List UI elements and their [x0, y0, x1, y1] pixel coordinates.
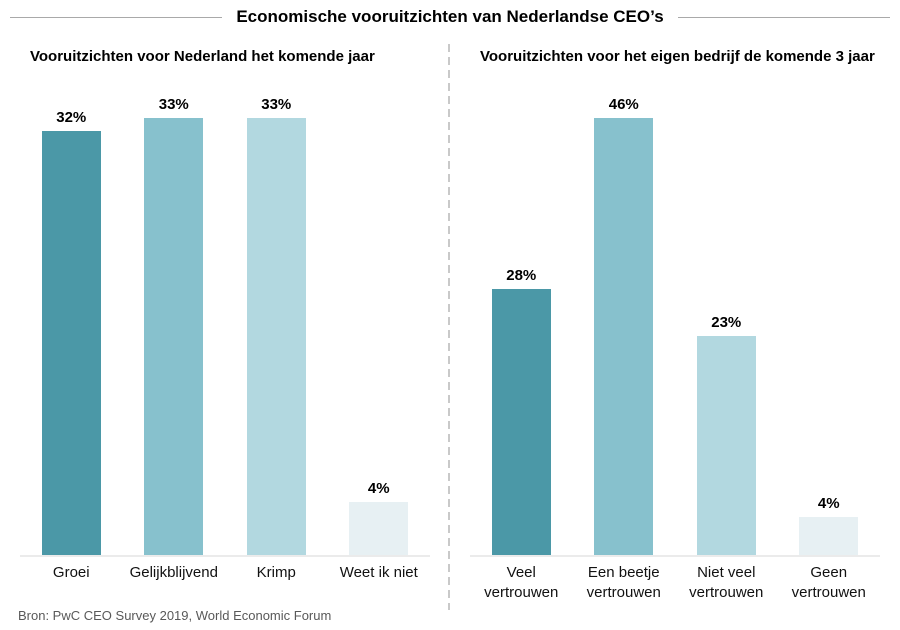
bar-plot: 28% 46% 23% 4% — [470, 70, 880, 557]
bar-group: 32% — [20, 109, 123, 555]
bar — [144, 118, 204, 555]
chart-title: Vooruitzichten voor Nederland het komend… — [30, 48, 375, 65]
category-label: Veel vertrouwen — [484, 564, 559, 601]
category-label: Gelijkblijvend — [129, 564, 218, 581]
bar-value-label: 46% — [608, 96, 639, 113]
category-label: Geen vertrouwen — [791, 564, 866, 601]
bar-plot: 32% 33% 33% 4% — [20, 70, 430, 557]
bar-group: 33% — [225, 96, 328, 555]
chart-panel-own-company: Vooruitzichten voor het eigen bedrijf de… — [450, 36, 900, 605]
bar-group: 4% — [328, 480, 431, 555]
bar-value-label: 4% — [817, 495, 840, 512]
bar — [799, 517, 859, 555]
bar — [246, 118, 306, 555]
bar-value-label: 33% — [261, 96, 292, 113]
chart-title: Vooruitzichten voor het eigen bedrijf de… — [480, 48, 875, 65]
bar-value-label: 28% — [506, 267, 537, 284]
category-axis: Veel vertrouwen Een beetje vertrouwen Niet… — [470, 557, 880, 605]
bar-group: 33% — [123, 96, 226, 555]
chart-panel-netherlands: Vooruitzichten voor Nederland het komend… — [0, 36, 450, 605]
bar-group: 23% — [675, 314, 778, 555]
bar — [349, 502, 409, 555]
bar-group: 28% — [470, 267, 573, 555]
bar-group: 4% — [778, 495, 881, 555]
header-rule-right — [677, 16, 891, 18]
source-note: Bron: PwC CEO Survey 2019, World Economi… — [18, 608, 332, 623]
bar-value-label: 33% — [158, 96, 189, 113]
bar-value-label: 23% — [711, 314, 742, 331]
header-rule-left — [10, 16, 223, 18]
category-axis: Groei Gelijkblijvend Krimp Weet ik niet — [20, 557, 430, 605]
figure-title: Economische vooruitzichten van Nederland… — [236, 7, 664, 26]
bar — [594, 118, 654, 555]
bar-value-label: 32% — [56, 109, 87, 126]
panel-divider-dashed-line — [448, 44, 450, 610]
category-label: Een beetje vertrouwen — [586, 564, 661, 601]
charts-row: Vooruitzichten voor Nederland het komend… — [0, 36, 900, 605]
bar-group: 46% — [573, 96, 676, 555]
bar — [41, 131, 101, 555]
category-label: Weet ik niet — [339, 564, 418, 581]
bar — [491, 289, 551, 555]
figure-header: Economische vooruitzichten van Nederland… — [10, 6, 891, 28]
category-label: Krimp — [256, 564, 296, 581]
bar — [696, 336, 756, 555]
category-label: Niet veel vertrouwen — [689, 564, 764, 601]
bar-value-label: 4% — [367, 480, 390, 497]
category-label: Groei — [52, 564, 90, 581]
